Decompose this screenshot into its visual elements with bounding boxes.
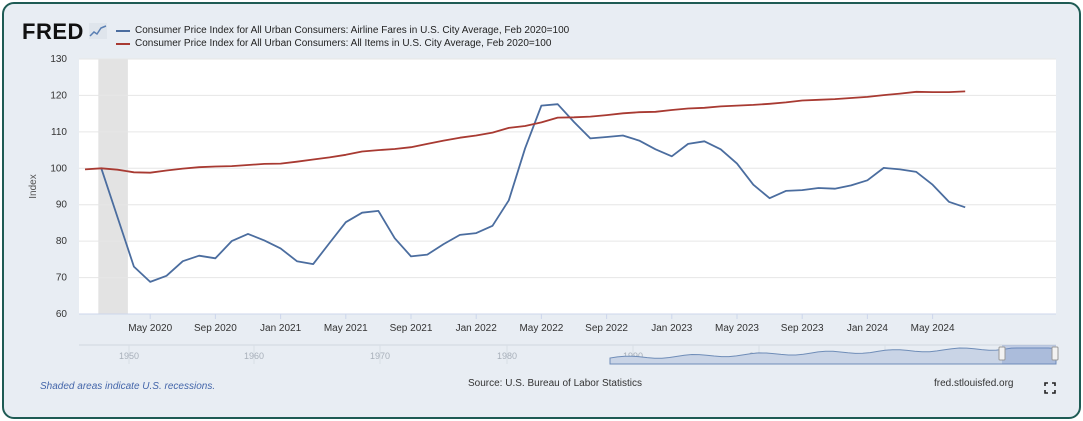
legend-label-all-items: Consumer Price Index for All Urban Consu… bbox=[135, 38, 552, 49]
x-tick-label: Jan 2024 bbox=[847, 323, 889, 334]
x-tick-label: May 2023 bbox=[715, 323, 759, 334]
series-line-all-items bbox=[84, 90, 966, 174]
y-tick-label: 100 bbox=[50, 163, 67, 174]
legend-label-airline: Consumer Price Index for All Urban Consu… bbox=[135, 25, 570, 36]
grid-layer bbox=[79, 58, 1056, 315]
logo-chart-icon bbox=[89, 23, 107, 39]
plot-area bbox=[79, 59, 1056, 314]
legend-swatch-all-items bbox=[116, 42, 130, 45]
source-text: Source: U.S. Bureau of Labor Statistics bbox=[468, 378, 642, 389]
y-tick-label: 110 bbox=[51, 127, 67, 138]
legend: Consumer Price Index for All Urban Consu… bbox=[116, 24, 569, 50]
recession-layer bbox=[79, 59, 1056, 314]
fred-logo[interactable]: FRED bbox=[22, 19, 84, 44]
legend-item-all-items[interactable]: Consumer Price Index for All Urban Consu… bbox=[116, 37, 569, 50]
y-tick-label: 130 bbox=[50, 54, 67, 65]
x-tick-label: May 2020 bbox=[128, 323, 172, 334]
navigator-handle-right[interactable] bbox=[1051, 346, 1059, 361]
x-tick-label: Sep 2020 bbox=[194, 323, 237, 334]
series-layer bbox=[84, 90, 966, 283]
y-tick-label: 60 bbox=[56, 309, 68, 320]
navigator-tick-label: 1970 bbox=[370, 351, 390, 361]
x-tick-label: Jan 2023 bbox=[651, 323, 693, 334]
fullscreen-icon[interactable] bbox=[1044, 382, 1056, 394]
y-axis: 60 70 80 90 100 110 120 130 Index bbox=[28, 54, 67, 320]
x-tick-label: May 2024 bbox=[911, 323, 955, 334]
x-tick-label: May 2021 bbox=[324, 323, 368, 334]
series-line-airline bbox=[100, 103, 966, 283]
navigator-tick-label: 1980 bbox=[497, 351, 517, 361]
y-axis-label: Index bbox=[28, 174, 39, 198]
x-tick-label: Jan 2022 bbox=[456, 323, 498, 334]
chart-svg: 60 70 80 90 100 110 120 130 Index May 2020 Sep 20… bbox=[28, 54, 1059, 365]
y-tick-label: 70 bbox=[56, 273, 68, 284]
x-tick-label: Jan 2021 bbox=[260, 323, 302, 334]
x-tick-label: Sep 2023 bbox=[781, 323, 824, 334]
y-tick-label: 90 bbox=[56, 200, 68, 211]
y-tick-label: 120 bbox=[50, 90, 67, 101]
navigator-handle-left[interactable] bbox=[998, 346, 1006, 361]
recession-note: Shaded areas indicate U.S. recessions. bbox=[40, 381, 216, 392]
recession-band bbox=[98, 59, 128, 314]
site-link[interactable]: fred.stlouisfed.org bbox=[934, 378, 1014, 389]
range-navigator[interactable]: 1950196019701980199020002010 bbox=[79, 344, 1059, 365]
x-tick-label: Sep 2021 bbox=[390, 323, 433, 334]
legend-swatch-airline bbox=[116, 29, 130, 32]
x-tick-label: Sep 2022 bbox=[585, 323, 628, 334]
navigator-tick-label: 1950 bbox=[119, 351, 139, 361]
navigator-tick-label: 1960 bbox=[244, 351, 264, 361]
navigator-selection bbox=[1002, 345, 1056, 364]
legend-item-airline[interactable]: Consumer Price Index for All Urban Consu… bbox=[116, 24, 569, 37]
y-tick-label: 80 bbox=[56, 236, 68, 247]
x-tick-label: May 2022 bbox=[519, 323, 563, 334]
x-axis: May 2020 Sep 2020 Jan 2021 May 2021 Sep 2021… bbox=[79, 313, 1056, 334]
navigator-area bbox=[609, 347, 1057, 365]
